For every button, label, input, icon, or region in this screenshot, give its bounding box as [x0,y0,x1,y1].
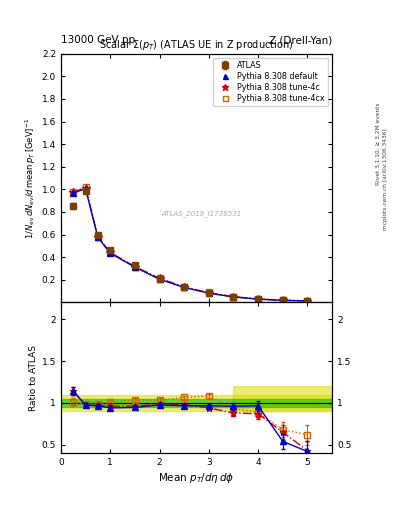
Pythia 8.308 tune-4cx [231,293,236,300]
Line: Pythia 8.308 tune-4cx: Pythia 8.308 tune-4cx [70,185,310,304]
Pythia 8.308 default [281,297,285,304]
Y-axis label: Ratio to ATLAS: Ratio to ATLAS [29,345,37,411]
Pythia 8.308 tune-4c [157,275,162,282]
Pythia 8.308 tune-4c [305,298,310,304]
Pythia 8.308 default [256,296,261,302]
Pythia 8.308 tune-4c [71,189,75,195]
Pythia 8.308 tune-4c [83,185,88,191]
Text: Rivet 3.1.10, ≥ 3.2M events: Rivet 3.1.10, ≥ 3.2M events [376,102,380,185]
Title: Scalar $\Sigma(p_T)$ (ATLAS UE in Z production): Scalar $\Sigma(p_T)$ (ATLAS UE in Z prod… [99,38,294,52]
Line: Pythia 8.308 tune-4c: Pythia 8.308 tune-4c [70,184,311,305]
Pythia 8.308 tune-4cx [95,234,100,240]
Pythia 8.308 tune-4cx [182,284,187,290]
Line: Pythia 8.308 default: Pythia 8.308 default [70,186,310,304]
Text: ATLAS_2019_I1736531: ATLAS_2019_I1736531 [162,210,242,217]
X-axis label: Mean $p_T/d\eta\,d\phi$: Mean $p_T/d\eta\,d\phi$ [158,471,235,485]
Text: Z (Drell-Yan): Z (Drell-Yan) [269,35,332,45]
Pythia 8.308 tune-4cx [157,275,162,281]
Pythia 8.308 tune-4cx [256,296,261,302]
Legend: ATLAS, Pythia 8.308 default, Pythia 8.308 tune-4c, Pythia 8.308 tune-4cx: ATLAS, Pythia 8.308 default, Pythia 8.30… [213,58,328,106]
Pythia 8.308 tune-4cx [305,297,310,304]
Pythia 8.308 tune-4c [132,264,137,270]
Pythia 8.308 default [71,190,75,196]
Pythia 8.308 tune-4cx [108,249,112,255]
Pythia 8.308 default [231,294,236,300]
Pythia 8.308 tune-4cx [132,264,137,270]
Pythia 8.308 default [182,285,187,291]
Pythia 8.308 tune-4c [182,284,187,290]
Pythia 8.308 tune-4cx [206,289,211,295]
Pythia 8.308 tune-4c [108,249,112,255]
Pythia 8.308 tune-4c [281,297,285,303]
Pythia 8.308 default [157,276,162,282]
Pythia 8.308 default [132,264,137,270]
Pythia 8.308 tune-4cx [281,297,285,303]
Text: mcplots.cern.ch [arXiv:1306.3436]: mcplots.cern.ch [arXiv:1306.3436] [383,129,387,230]
Pythia 8.308 default [206,290,211,296]
Pythia 8.308 default [305,298,310,304]
Pythia 8.308 tune-4c [95,234,100,240]
Pythia 8.308 default [108,250,112,257]
Pythia 8.308 default [83,186,88,192]
Pythia 8.308 tune-4cx [83,184,88,190]
Y-axis label: $1/N_\mathrm{ev}\,dN_\mathrm{ev}/d\,\mathrm{mean}\,p_T\,[\mathrm{GeV}]^{-1}$: $1/N_\mathrm{ev}\,dN_\mathrm{ev}/d\,\mat… [23,118,37,239]
Pythia 8.308 default [95,234,100,241]
Pythia 8.308 tune-4c [256,296,261,302]
Pythia 8.308 tune-4c [206,290,211,296]
Text: 13000 GeV pp: 13000 GeV pp [61,35,135,45]
Pythia 8.308 tune-4c [231,294,236,300]
Pythia 8.308 tune-4cx [71,189,75,195]
